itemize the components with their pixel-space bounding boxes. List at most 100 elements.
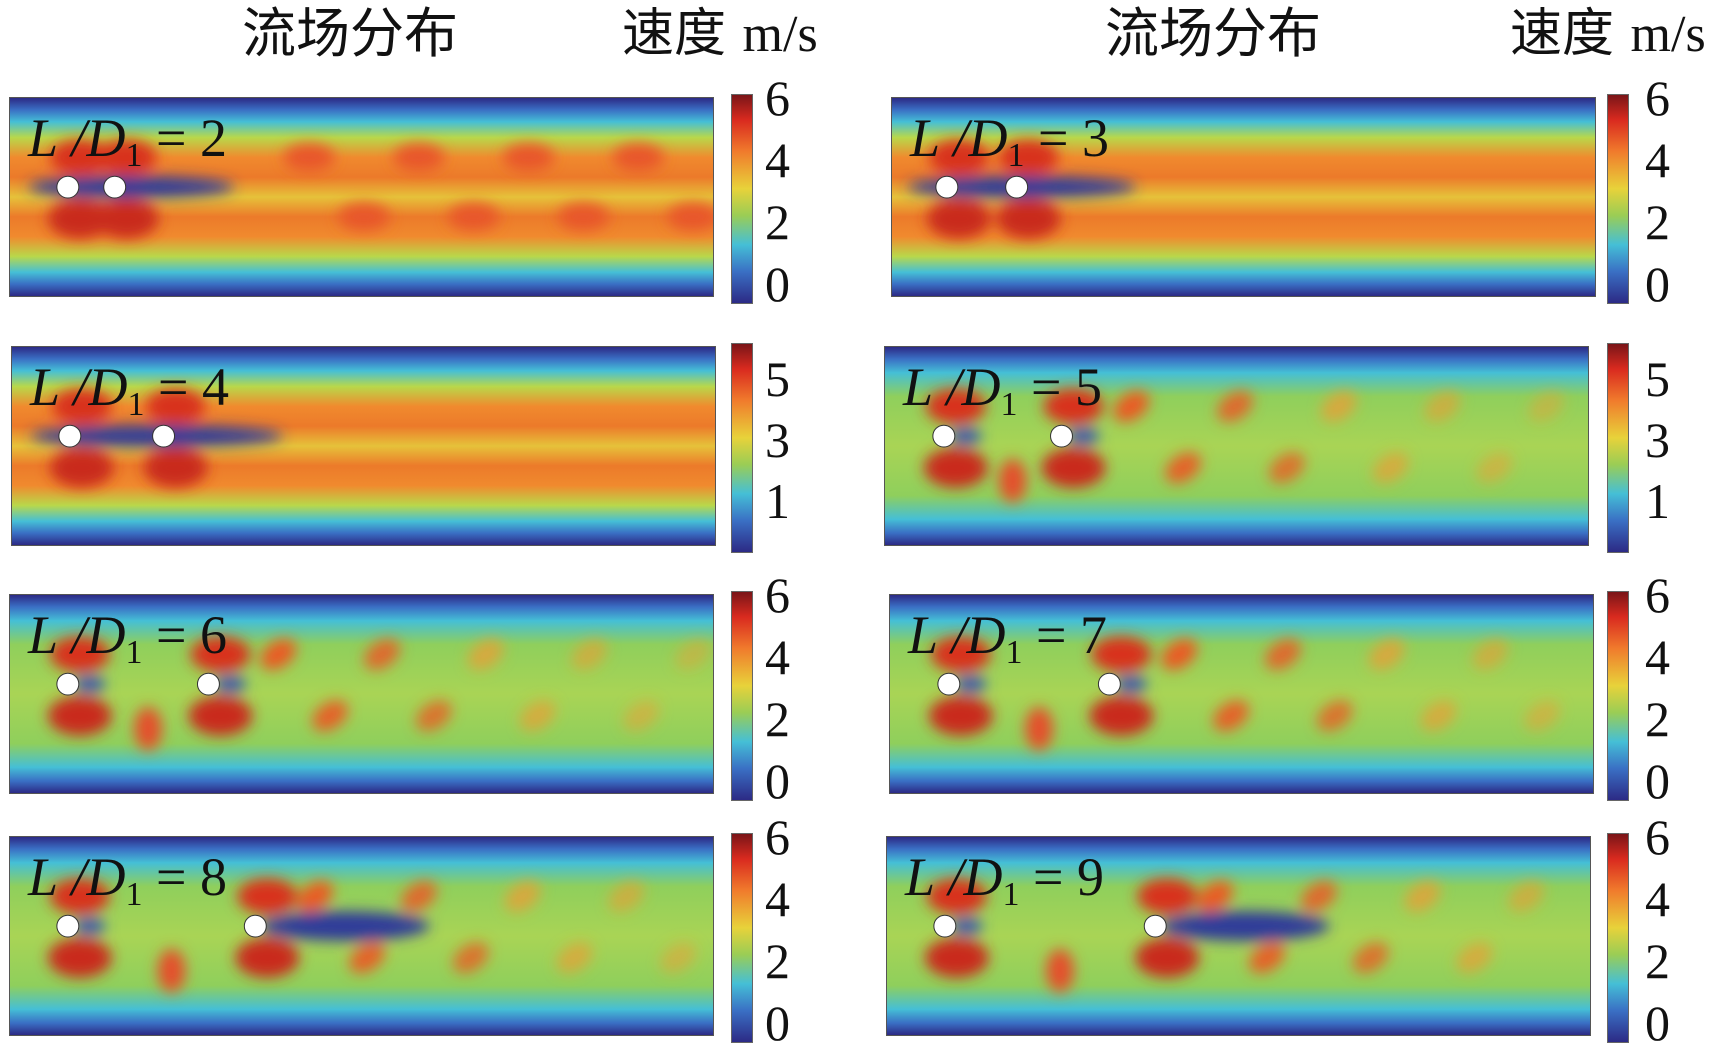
vortex-blob	[1508, 880, 1545, 912]
velocity-contour	[10, 98, 713, 296]
label-sub: 1	[1005, 634, 1023, 671]
colorbar-tick-label: 6	[1645, 809, 1670, 865]
label-sub: 1	[1002, 876, 1020, 913]
wake-region	[954, 676, 987, 693]
colorbar-tick-label: 1	[765, 473, 790, 530]
colorbar-tick-label: 6	[1645, 567, 1670, 623]
colorbar-tick-label: 2	[1645, 933, 1670, 989]
high-velocity-region	[926, 878, 987, 915]
colorbar	[1607, 343, 1629, 553]
colorbar	[731, 94, 753, 304]
vortex-blob	[1424, 390, 1461, 422]
colorbar-tick-label: 6	[1645, 70, 1670, 126]
high-velocity-region	[1089, 695, 1154, 736]
label-l: L	[28, 847, 59, 907]
cylinder	[932, 424, 956, 448]
vortex-blob	[667, 202, 713, 231]
cylinder	[152, 424, 176, 448]
vortex-blob	[556, 942, 593, 974]
ratio-label: L /D1 = 2	[28, 110, 227, 184]
vortex-blob	[447, 202, 500, 231]
vortex-blob	[1320, 390, 1357, 422]
colorbar-tick-label: 0	[765, 753, 790, 809]
high-velocity-region	[47, 198, 112, 239]
high-velocity-region	[1091, 636, 1152, 673]
wake-region	[73, 676, 106, 693]
colorbar	[731, 833, 753, 1043]
colorbar-tick-label: 2	[765, 194, 790, 250]
vortex-blob	[502, 143, 555, 172]
unit-text: m/s	[1630, 6, 1706, 63]
high-velocity-region	[996, 198, 1061, 239]
cylinder	[1050, 424, 1073, 448]
vortex-blob	[504, 880, 541, 912]
vortex-blob	[260, 638, 297, 670]
vortex-blob	[349, 942, 385, 974]
cylinder	[56, 672, 80, 696]
vortex-blob	[1046, 948, 1074, 993]
wake-region	[1160, 911, 1330, 941]
vortex-blob	[1165, 452, 1202, 484]
colorbar-tick-label: 6	[765, 70, 790, 126]
label-l: L	[908, 605, 939, 665]
vortex-blob	[338, 202, 390, 231]
colorbar-tick-label: 0	[765, 995, 790, 1051]
colorbar	[1607, 591, 1629, 801]
label-l: L	[905, 847, 936, 907]
label-sub: 1	[1000, 386, 1018, 423]
colorbar-tick-label: 1	[1645, 473, 1670, 530]
high-velocity-region	[188, 695, 253, 736]
high-velocity-region	[49, 636, 110, 673]
wake-region	[949, 428, 982, 445]
vortex-blob	[519, 700, 556, 732]
vortex-blob	[1213, 700, 1249, 732]
velocity-contour	[890, 595, 1593, 793]
label-d: /D	[951, 605, 1006, 665]
vortex-blob	[1368, 638, 1405, 670]
colorbar-tick-label: 5	[1645, 350, 1670, 407]
wake-region	[260, 911, 430, 941]
high-velocity-region	[998, 139, 1059, 176]
high-velocity-region	[1135, 937, 1200, 978]
wake-region	[1115, 676, 1148, 693]
wake-region	[1067, 428, 1100, 445]
label-l: L	[30, 357, 61, 417]
vortex-blob	[1300, 880, 1337, 912]
colorbar-tick-label: 6	[765, 809, 790, 865]
high-velocity-region	[1137, 878, 1198, 915]
unit-cn: 速度	[622, 4, 727, 64]
cylinder	[1005, 175, 1029, 199]
vortex-blob	[675, 638, 712, 670]
wake-region	[73, 918, 106, 935]
flow-field-panel: L /D1 = 5	[884, 346, 1589, 546]
vortex-blob	[1476, 452, 1513, 484]
colorbar-tick-label: 0	[1645, 753, 1670, 809]
cylinder	[937, 672, 961, 696]
colorbar-tick-label: 4	[765, 629, 790, 685]
label-eq: = 8	[156, 847, 228, 907]
colorbar-tick-label: 6	[765, 567, 790, 623]
cylinder	[196, 672, 220, 696]
vortex-blob	[452, 942, 489, 974]
cylinder	[1143, 914, 1167, 938]
label-eq: = 5	[1031, 357, 1103, 417]
vortex-blob	[1248, 942, 1285, 974]
velocity-contour	[887, 837, 1590, 1035]
colorbar-tick-label: 2	[765, 691, 790, 747]
header-left-unit: 速度 m/s	[622, 2, 818, 67]
high-velocity-region	[51, 388, 112, 425]
colorbar-tick-label: 4	[1645, 132, 1670, 188]
label-sub: 1	[125, 634, 143, 671]
high-velocity-region	[924, 937, 989, 978]
velocity-contour	[12, 347, 715, 545]
ratio-label: L /D1 = 4	[30, 359, 229, 433]
vortex-blob	[1268, 452, 1305, 484]
ratio-label: L /D1 = 7	[908, 607, 1107, 681]
high-velocity-region	[94, 198, 159, 239]
cylinder	[56, 914, 80, 938]
colorbar-tick-label: 5	[765, 350, 790, 407]
vortex-blob	[1025, 706, 1054, 751]
label-d: /D	[73, 357, 128, 417]
vortex-blob	[1352, 942, 1389, 974]
high-velocity-region	[1041, 447, 1106, 488]
